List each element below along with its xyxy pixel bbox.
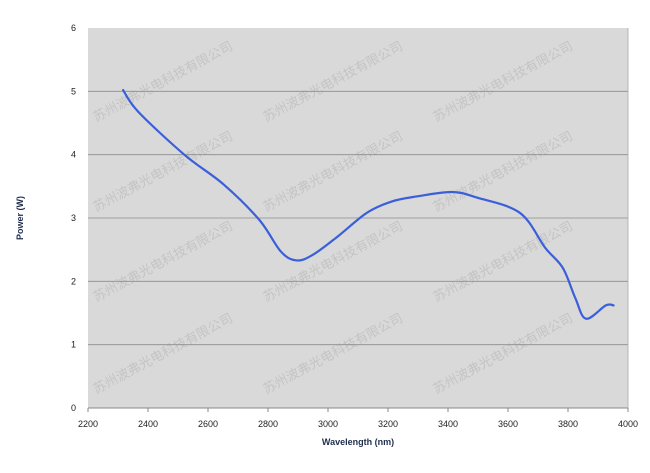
x-tick-label: 2400 — [138, 419, 158, 429]
y-tick-label: 0 — [71, 403, 76, 413]
x-tick-label: 2600 — [198, 419, 218, 429]
y-tick-label: 4 — [71, 150, 76, 160]
y-tick-label: 6 — [71, 23, 76, 33]
x-tick-label: 3800 — [558, 419, 578, 429]
x-tick-label: 3200 — [378, 419, 398, 429]
y-tick-label: 1 — [71, 340, 76, 350]
y-axis-label: Power (W) — [15, 196, 25, 240]
y-tick-label: 2 — [71, 276, 76, 286]
x-tick-label: 3600 — [498, 419, 518, 429]
x-tick-label: 3400 — [438, 419, 458, 429]
x-axis-label: Wavelength (nm) — [322, 437, 394, 447]
x-tick-label: 3000 — [318, 419, 338, 429]
x-tick-label: 2200 — [78, 419, 98, 429]
x-tick-label: 4000 — [618, 419, 638, 429]
x-tick-label: 2800 — [258, 419, 278, 429]
series-line — [122, 88, 615, 320]
y-tick-label: 5 — [71, 86, 76, 96]
y-tick-label: 3 — [71, 213, 76, 223]
